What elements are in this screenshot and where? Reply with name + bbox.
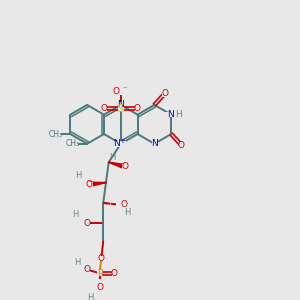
Polygon shape <box>109 162 126 169</box>
FancyBboxPatch shape <box>178 142 184 148</box>
FancyBboxPatch shape <box>115 141 126 146</box>
FancyBboxPatch shape <box>135 106 140 111</box>
FancyBboxPatch shape <box>165 112 178 117</box>
FancyBboxPatch shape <box>152 141 157 146</box>
Text: O: O <box>121 200 128 209</box>
FancyBboxPatch shape <box>118 102 124 108</box>
FancyBboxPatch shape <box>86 182 93 187</box>
Text: O: O <box>98 254 105 263</box>
Text: O: O <box>86 180 93 189</box>
FancyBboxPatch shape <box>83 220 90 226</box>
Text: O: O <box>111 269 118 278</box>
FancyBboxPatch shape <box>99 256 104 261</box>
Text: H: H <box>75 171 81 180</box>
FancyBboxPatch shape <box>116 89 125 95</box>
FancyBboxPatch shape <box>112 270 117 276</box>
Text: H: H <box>74 258 80 267</box>
FancyBboxPatch shape <box>122 164 129 170</box>
Text: CH₃: CH₃ <box>49 130 63 139</box>
Text: H: H <box>87 293 93 300</box>
Text: O: O <box>113 88 120 97</box>
FancyBboxPatch shape <box>67 140 78 147</box>
Text: O: O <box>161 89 168 98</box>
Text: H: H <box>109 153 116 162</box>
Text: N: N <box>113 139 120 148</box>
Text: O: O <box>83 265 90 274</box>
Text: P: P <box>97 269 102 278</box>
Text: CH₃: CH₃ <box>65 139 80 148</box>
Text: O: O <box>100 104 108 113</box>
Text: N: N <box>151 139 158 148</box>
FancyBboxPatch shape <box>118 106 124 111</box>
FancyBboxPatch shape <box>116 202 124 208</box>
Text: H: H <box>124 208 130 217</box>
Text: N: N <box>167 110 174 119</box>
Text: O: O <box>122 162 129 171</box>
FancyBboxPatch shape <box>50 131 61 137</box>
Text: O: O <box>96 284 103 292</box>
Text: H: H <box>175 110 182 119</box>
Text: O: O <box>134 104 141 113</box>
Text: H: H <box>72 209 79 218</box>
Text: O: O <box>83 219 90 228</box>
Text: N: N <box>117 100 124 109</box>
FancyBboxPatch shape <box>97 270 102 276</box>
FancyBboxPatch shape <box>101 106 107 111</box>
FancyBboxPatch shape <box>162 91 167 97</box>
Text: ⁻: ⁻ <box>122 85 127 94</box>
Text: O: O <box>178 141 185 150</box>
Polygon shape <box>89 182 106 187</box>
Text: S: S <box>118 103 124 114</box>
Text: +: + <box>120 138 126 144</box>
FancyBboxPatch shape <box>83 267 90 272</box>
FancyBboxPatch shape <box>97 285 102 291</box>
